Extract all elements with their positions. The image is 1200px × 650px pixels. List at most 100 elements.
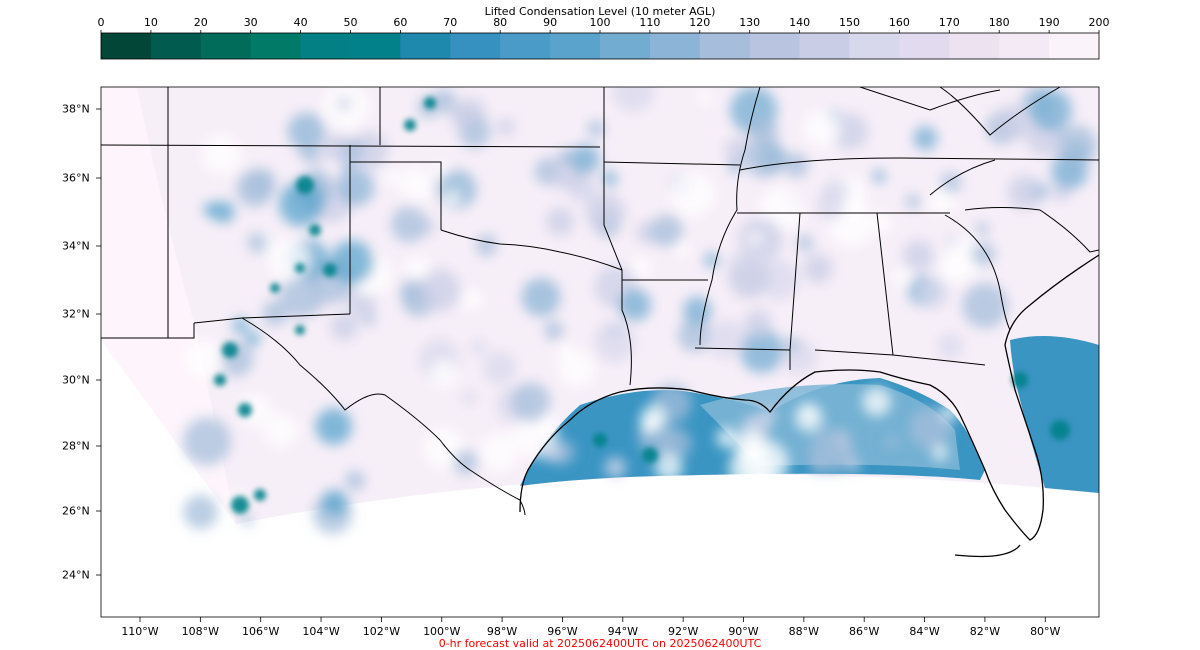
- lcl-patch: [744, 309, 772, 338]
- lcl-patch: [748, 232, 762, 245]
- lcl-patch: [541, 442, 562, 463]
- longitude-label: 110°W: [121, 625, 159, 638]
- lcl-patch: [203, 202, 219, 218]
- forecast-valid-text: 0-hr forecast valid at 2025062400UTC on …: [438, 637, 762, 650]
- lcl-patch: [482, 351, 517, 385]
- lcl-patch: [405, 256, 430, 281]
- colorbar-tick-label: 150: [839, 16, 860, 29]
- lcl-patch: [650, 214, 684, 248]
- lcl-patch: [236, 170, 273, 208]
- lcl-patch: [728, 160, 741, 173]
- lcl-patch: [941, 404, 959, 421]
- longitude-label: 88°W: [788, 625, 820, 638]
- lcl-patch: [917, 276, 950, 310]
- lcl-patch: [639, 414, 659, 435]
- map-panel: [101, 87, 1099, 617]
- lcl-patch: [739, 329, 784, 374]
- lcl-patch: [803, 253, 833, 284]
- latitude-label: 36°N: [62, 171, 90, 185]
- low-lcl-patch: [295, 263, 305, 273]
- lcl-patch: [363, 313, 376, 326]
- latitude-label: 38°N: [62, 102, 90, 116]
- colorbar-tick-label: 190: [1038, 16, 1060, 29]
- lcl-patch: [212, 200, 235, 223]
- colorbar-segment: [600, 33, 651, 59]
- lcl-patch: [544, 320, 564, 341]
- lcl-patch: [940, 172, 962, 194]
- lcl-patch: [905, 193, 921, 209]
- colorbar-title: Lifted Condensation Level (10 meter AGL): [484, 5, 716, 18]
- lcl-patch: [618, 288, 652, 322]
- lcl-patch: [995, 105, 1031, 141]
- lcl-patch: [683, 296, 712, 325]
- lcl-patch: [902, 240, 935, 272]
- lcl-patch: [304, 147, 322, 164]
- colorbar-segment: [500, 33, 551, 59]
- lcl-patch: [545, 207, 575, 236]
- lcl-patch: [461, 289, 482, 310]
- low-lcl-patch: [404, 119, 416, 131]
- colorbar-segment: [101, 33, 152, 59]
- lcl-patch: [809, 458, 825, 474]
- lcl-patch: [939, 259, 965, 284]
- lcl-patch: [937, 333, 964, 359]
- low-lcl-patch: [1050, 420, 1070, 440]
- lcl-patch: [706, 319, 746, 359]
- latitude-label: 34°N: [62, 239, 90, 253]
- colorbar-tick-label: 100: [589, 16, 611, 29]
- colorbar-segment: [150, 33, 202, 59]
- colorbar-tick-label: 60: [393, 16, 408, 29]
- lcl-patch: [321, 489, 348, 517]
- lcl-patch: [913, 125, 938, 151]
- colorbar: [100, 30, 1100, 60]
- lcl-patch: [390, 206, 428, 243]
- latitude-label: 30°N: [62, 373, 90, 387]
- lcl-patch: [816, 192, 845, 221]
- lcl-patch: [932, 445, 948, 461]
- lcl-patch: [521, 277, 561, 317]
- low-lcl-patch: [214, 374, 226, 386]
- lcl-patch: [801, 403, 815, 417]
- lcl-patch: [475, 234, 498, 257]
- lcl-patch: [698, 90, 713, 105]
- lcl-patch: [240, 513, 254, 526]
- lcl-patch: [448, 102, 476, 129]
- atlantic-water: [1010, 336, 1099, 493]
- lcl-patch: [398, 167, 430, 200]
- lcl-patch: [329, 240, 374, 285]
- lcl-patch: [480, 433, 519, 472]
- colorbar-segment: [350, 33, 401, 59]
- low-lcl-patch: [593, 433, 607, 447]
- map-frame: [100, 86, 1100, 618]
- lcl-patch: [909, 407, 951, 450]
- latitude-label: 28°N: [62, 439, 90, 453]
- colorbar-segment: [849, 33, 900, 59]
- colorbar-segment: [649, 33, 701, 59]
- longitude-label: 106°W: [242, 625, 280, 638]
- lcl-patch: [349, 131, 389, 170]
- latitude-label: 24°N: [62, 568, 90, 582]
- lcl-patch: [784, 337, 800, 353]
- colorbar-tick-label: 10: [143, 16, 158, 29]
- lcl-patch: [1029, 89, 1073, 132]
- lcl-patch: [585, 192, 626, 233]
- longitude-label: 108°W: [181, 625, 220, 638]
- low-lcl-patch: [424, 97, 436, 109]
- colorbar-segment: [400, 33, 451, 59]
- longitude-label: 84°W: [909, 625, 940, 638]
- lcl-patch: [872, 212, 893, 234]
- lcl-patch: [511, 382, 551, 422]
- longitude-label: 80°W: [1030, 625, 1061, 638]
- lcl-patch: [962, 282, 1008, 329]
- lcl-patch: [670, 171, 715, 217]
- lcl-patch: [704, 252, 720, 268]
- low-lcl-patch: [231, 496, 249, 514]
- colorbar-tick-label: 200: [1088, 16, 1110, 29]
- lcl-patch: [872, 169, 886, 183]
- lcl-patch: [557, 148, 575, 165]
- colorbar-segment: [450, 33, 501, 59]
- lcl-patch: [183, 417, 231, 466]
- colorbar-tick-label: 70: [443, 16, 458, 29]
- low-lcl-patch: [270, 283, 280, 293]
- colorbar-tick-label: 30: [243, 16, 258, 29]
